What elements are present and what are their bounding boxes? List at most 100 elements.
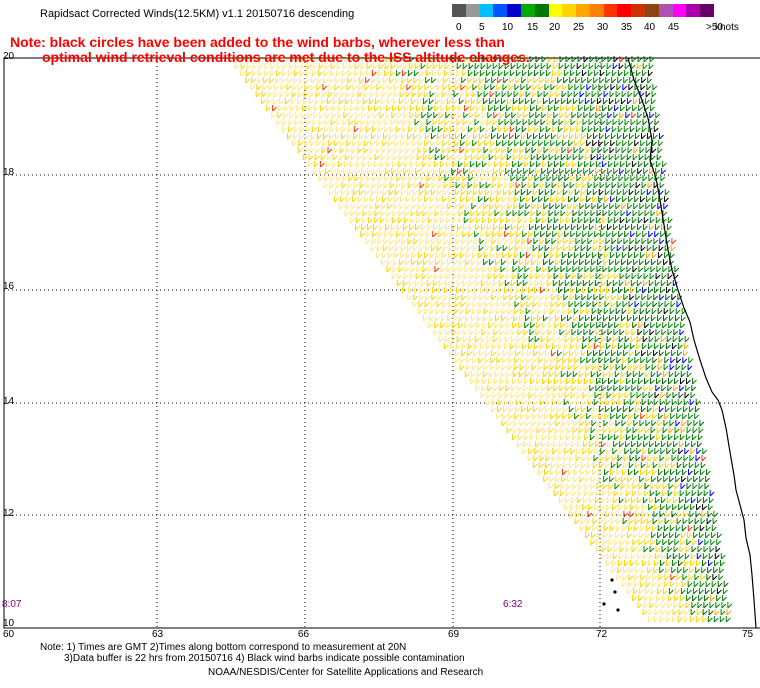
wind-barb bbox=[693, 476, 699, 483]
wind-barb bbox=[473, 343, 479, 350]
wind-barb bbox=[549, 364, 555, 371]
wind-barb bbox=[633, 147, 639, 154]
wind-barb bbox=[654, 280, 660, 287]
legend-swatch bbox=[617, 4, 632, 17]
wind-barb bbox=[617, 350, 622, 357]
wind-barb bbox=[587, 511, 593, 518]
wind-barb bbox=[282, 63, 288, 70]
wind-barb bbox=[500, 322, 506, 329]
wind-barb bbox=[594, 280, 600, 287]
wind-barb bbox=[485, 70, 491, 77]
wind-barb bbox=[669, 252, 675, 259]
wind-barb bbox=[599, 343, 605, 350]
wind-barb bbox=[660, 392, 666, 399]
wind-barb bbox=[408, 280, 414, 287]
wind-barb bbox=[446, 322, 452, 329]
wind-barb bbox=[567, 364, 573, 371]
wind-barb bbox=[663, 308, 669, 315]
wind-barb bbox=[470, 210, 476, 217]
wind-barb bbox=[653, 238, 659, 245]
wind-barb bbox=[299, 70, 305, 77]
wind-barb bbox=[344, 98, 350, 105]
wind-barb bbox=[373, 56, 379, 63]
wind-barb bbox=[503, 399, 509, 406]
wind-barb bbox=[484, 196, 489, 203]
wind-barb bbox=[434, 266, 440, 273]
wind-barb bbox=[609, 420, 615, 427]
wind-barb bbox=[301, 112, 307, 119]
wind-barb bbox=[519, 91, 525, 98]
wind-barb bbox=[465, 315, 470, 322]
wind-barb bbox=[466, 301, 472, 308]
legend-swatch bbox=[507, 4, 522, 17]
wind-barb bbox=[450, 287, 455, 294]
wind-barb bbox=[368, 154, 374, 161]
wind-barb bbox=[658, 406, 664, 413]
wind-barb bbox=[571, 168, 577, 175]
wind-barb bbox=[431, 294, 437, 301]
wind-barb bbox=[459, 147, 465, 154]
wind-barb bbox=[587, 77, 593, 84]
wind-barb bbox=[392, 98, 398, 105]
wind-barb bbox=[636, 448, 642, 455]
wind-barb bbox=[584, 427, 590, 434]
wind-barb bbox=[439, 168, 445, 175]
wind-barb bbox=[612, 504, 617, 511]
wind-barb bbox=[608, 105, 613, 112]
wind-barb bbox=[607, 434, 613, 441]
wind-barb bbox=[293, 77, 299, 84]
wind-barb bbox=[563, 399, 569, 406]
wind-barb bbox=[572, 378, 577, 385]
wind-barb bbox=[462, 336, 468, 343]
wind-barb bbox=[624, 231, 630, 238]
wind-barb bbox=[559, 273, 565, 280]
wind-barb bbox=[693, 532, 698, 539]
wind-barb bbox=[376, 245, 382, 252]
wind-barb bbox=[305, 133, 310, 140]
wind-barb bbox=[613, 385, 619, 392]
wind-barb bbox=[438, 280, 444, 287]
wind-barb bbox=[698, 588, 704, 595]
wind-barb bbox=[563, 70, 569, 77]
wind-barb bbox=[505, 112, 511, 119]
wind-barb bbox=[486, 119, 492, 126]
wind-barb bbox=[592, 189, 598, 196]
wind-barb bbox=[545, 182, 551, 189]
wind-barb bbox=[567, 259, 572, 266]
wind-barb bbox=[403, 224, 408, 231]
lon-label-60: 60 bbox=[3, 629, 15, 640]
wind-barb bbox=[676, 301, 682, 308]
wind-barb bbox=[403, 273, 409, 280]
wind-barb bbox=[675, 308, 681, 315]
wind-barb bbox=[507, 420, 513, 427]
wind-barb bbox=[514, 140, 520, 147]
wind-barb bbox=[469, 161, 475, 168]
wind-barb bbox=[603, 525, 609, 532]
wind-barb bbox=[552, 175, 558, 182]
wind-barb bbox=[609, 203, 615, 210]
wind-barb bbox=[465, 91, 471, 98]
wind-barb bbox=[452, 266, 458, 273]
wind-barb bbox=[318, 119, 324, 126]
wind-barb bbox=[615, 308, 621, 315]
wind-barb bbox=[547, 168, 553, 175]
wind-barb bbox=[667, 546, 673, 553]
wind-barb bbox=[479, 126, 485, 133]
wind-barb bbox=[354, 119, 360, 126]
wind-barb bbox=[395, 133, 400, 140]
wind-barb bbox=[624, 63, 630, 70]
wind-barb bbox=[642, 280, 648, 287]
wind-barb bbox=[705, 525, 711, 532]
wind-barb bbox=[527, 399, 533, 406]
wind-barb bbox=[253, 56, 259, 63]
wind-barb bbox=[357, 147, 363, 154]
wind-barb bbox=[545, 399, 551, 406]
wind-barb bbox=[553, 385, 559, 392]
wind-barb bbox=[464, 154, 470, 161]
wind-barb bbox=[714, 553, 720, 560]
wind-barb bbox=[523, 385, 529, 392]
wind-barb bbox=[634, 462, 640, 469]
wind-barb bbox=[497, 350, 502, 357]
wind-barb bbox=[635, 455, 641, 462]
wind-barb bbox=[391, 112, 397, 119]
